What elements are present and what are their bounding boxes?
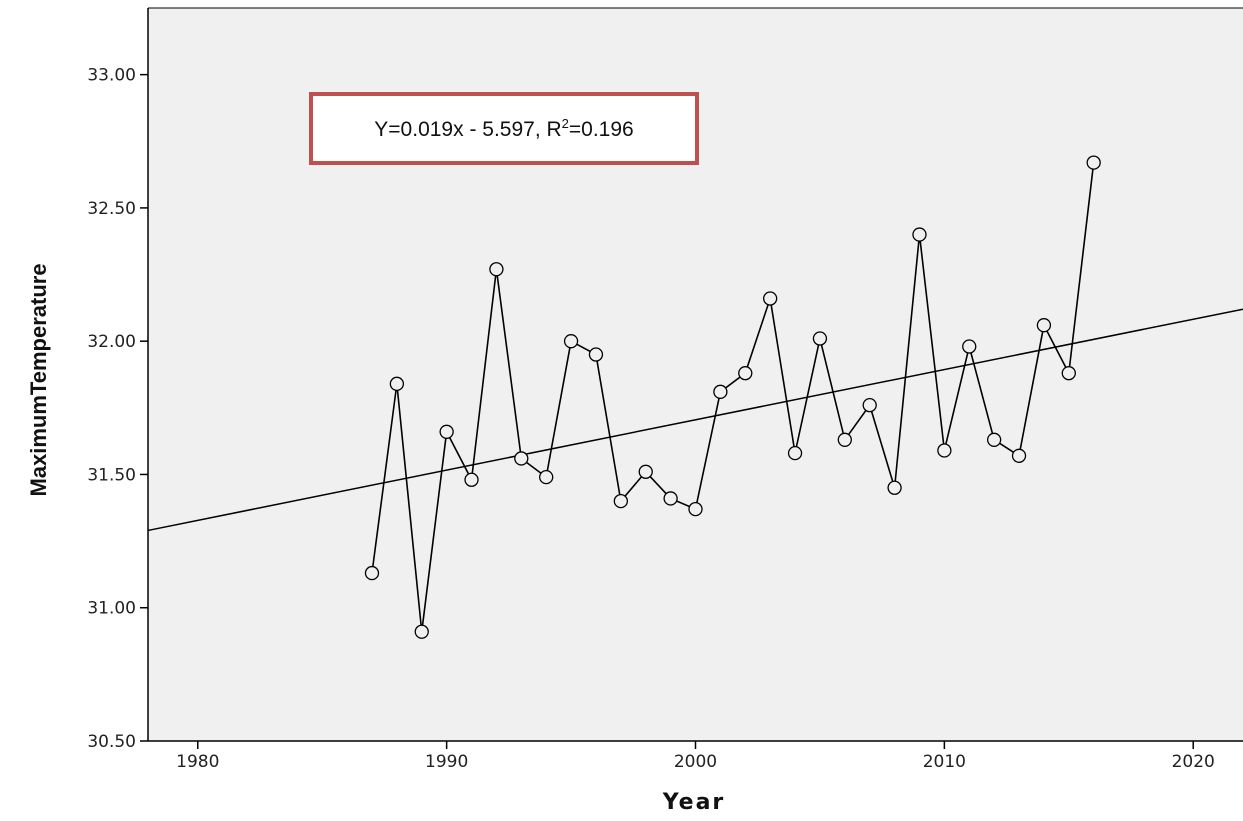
regression-equation-text: Y=0.019x - 5.597, R2=0.196 [374, 115, 634, 141]
trend-line [147, 308, 1243, 532]
x-tick-label: 2020 [1172, 752, 1215, 772]
data-point [738, 366, 753, 381]
data-point [514, 451, 529, 466]
x-tick-label: 2000 [674, 752, 717, 772]
data-point [912, 227, 927, 242]
data-point [812, 331, 828, 346]
x-tick-label: 1980 [176, 752, 219, 772]
series-line [371, 162, 1095, 632]
data-point [862, 398, 877, 413]
y-tick-label: 31.50 [87, 465, 136, 485]
data-point [563, 334, 579, 349]
x-tick-label: 2010 [923, 752, 966, 772]
data-point [464, 472, 479, 487]
y-tick-label: 31.00 [87, 599, 136, 619]
data-point [713, 384, 728, 399]
data-point [588, 347, 604, 362]
data-point [414, 624, 429, 639]
data-point [887, 480, 902, 495]
y-tick-label: 32.50 [87, 199, 136, 219]
data-point [986, 432, 1002, 447]
data-point [763, 291, 778, 306]
regression-equation-box: Y=0.019x - 5.597, R2=0.196 [309, 92, 699, 165]
data-point [489, 262, 504, 277]
data-point [1036, 318, 1052, 333]
data-point [613, 493, 628, 509]
y-tick-label: 33.00 [87, 66, 136, 86]
data-point [787, 445, 803, 461]
x-tick-label: 1990 [425, 752, 468, 772]
data-point [663, 491, 678, 506]
data-point [962, 339, 977, 354]
data-point [364, 565, 380, 581]
y-tick-label: 30.50 [87, 732, 136, 752]
data-point [389, 376, 405, 391]
data-point [1086, 155, 1101, 170]
data-point [837, 432, 852, 447]
data-point [1011, 448, 1027, 463]
data-point [539, 469, 554, 485]
x-axis-title: Year [662, 790, 726, 815]
data-point [638, 464, 653, 479]
data-point [937, 443, 952, 458]
y-axis-title: MaximumTemperature [26, 263, 51, 496]
data-point [688, 501, 703, 517]
y-tick-label: 32.00 [87, 332, 136, 352]
data-point [439, 424, 454, 439]
data-point [1061, 366, 1076, 381]
